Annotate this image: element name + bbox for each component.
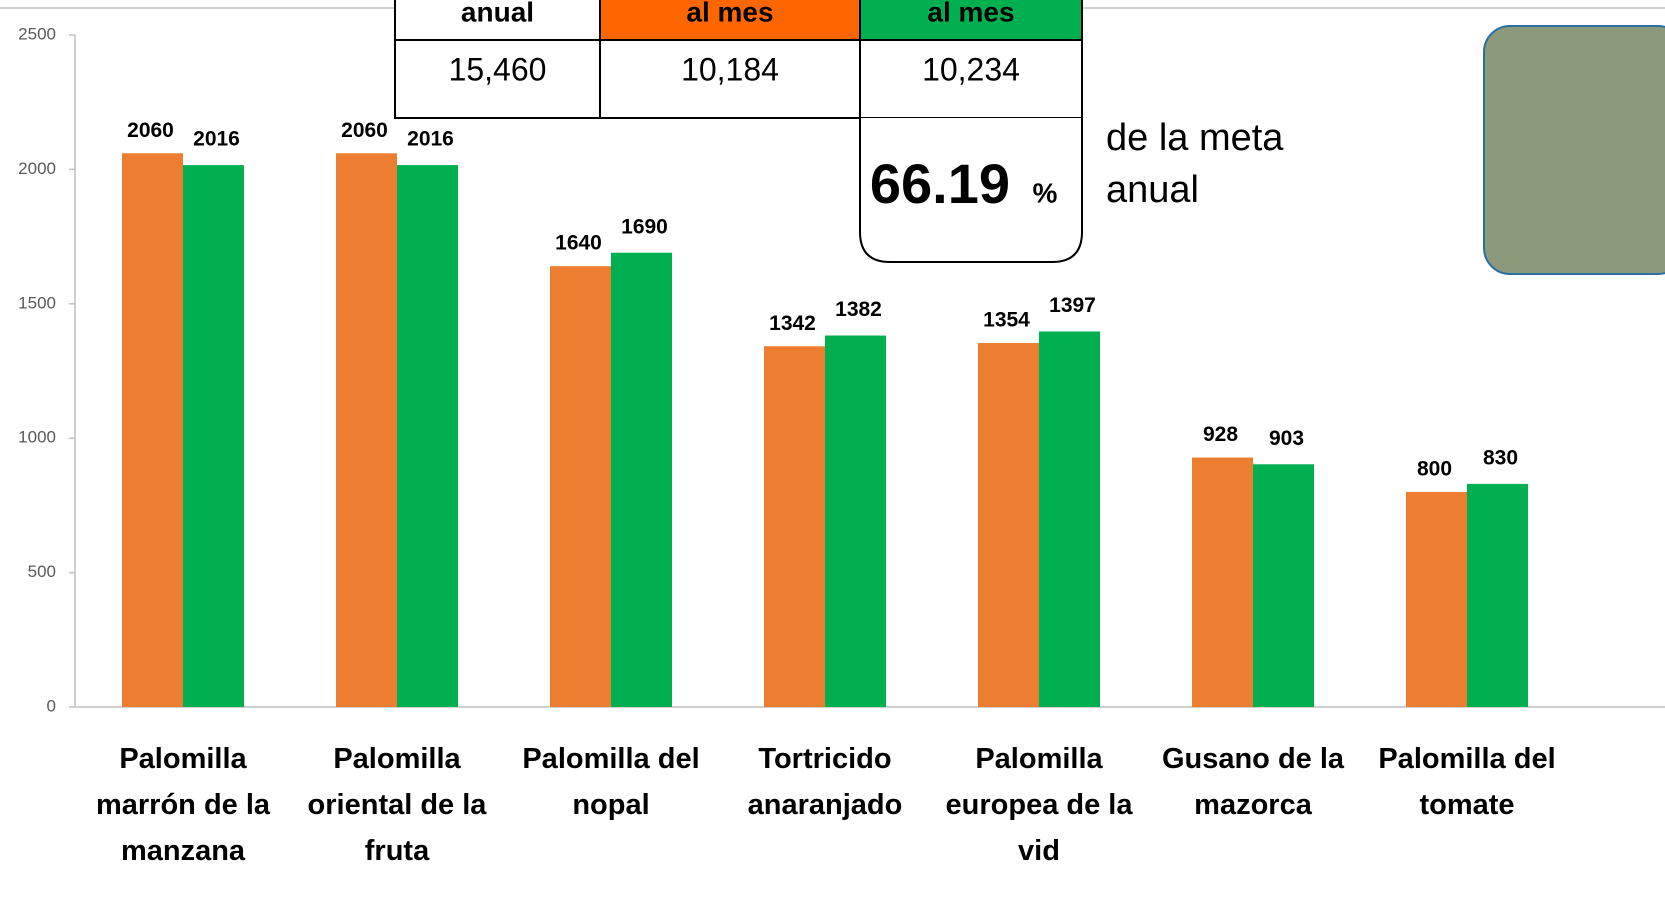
bar: [611, 252, 672, 707]
bar: [764, 346, 825, 707]
header-cell: [859, 0, 1083, 41]
bar: [183, 165, 244, 708]
bar: [1253, 464, 1314, 707]
data-label: 830: [1483, 446, 1518, 469]
data-label: 1382: [835, 298, 882, 321]
bar: [1467, 483, 1528, 707]
progress-value: 66.19: [870, 152, 1010, 215]
data-label: 1342: [769, 312, 816, 335]
data-label: 1354: [983, 309, 1030, 332]
data-label: 1397: [1049, 294, 1096, 317]
progress-unit: %: [1033, 177, 1058, 208]
y-tick-label: 1500: [18, 293, 56, 312]
header-text: al mes: [686, 0, 773, 27]
y-tick-label: 0: [47, 696, 56, 715]
x-tick-label: Palomilla del tomate: [1378, 743, 1556, 821]
value-text: 10,234: [922, 51, 1020, 87]
header-cell: [394, 0, 601, 41]
bar: [397, 165, 458, 708]
x-tick-label: Tortricido anaranjado: [747, 743, 903, 821]
value-cell: [859, 39, 1083, 119]
photo: [1483, 25, 1665, 275]
x-tick-label: Palomilla del nopal: [522, 743, 700, 821]
y-tick-label: 2000: [18, 159, 56, 178]
progress-caption: anual: [1106, 169, 1199, 211]
x-tick-label: Palomilla europea de la vid: [945, 743, 1133, 867]
y-tick-label: 1000: [18, 428, 56, 447]
header-text: anual: [461, 0, 534, 27]
bar: [1406, 491, 1467, 707]
x-tick-label: Gusano de la mazorca: [1161, 743, 1345, 821]
data-label: 2016: [407, 128, 454, 151]
bar: [550, 266, 611, 707]
data-label: 1640: [555, 232, 602, 255]
progress-caption: de la meta: [1106, 117, 1284, 159]
bar: [1039, 331, 1100, 707]
data-label: 2060: [127, 119, 174, 142]
value-cell: [599, 39, 861, 119]
bar: [978, 343, 1039, 707]
bar: [336, 153, 397, 708]
x-tick-label: Palomilla marrón de la manzana: [95, 743, 271, 867]
value-cell: [394, 39, 601, 119]
data-label: 2016: [193, 128, 240, 151]
data-label: 928: [1203, 423, 1238, 446]
summary-table: anual 15,460 al mes 10,184 al mes 10,234: [394, 0, 1083, 119]
data-label: 800: [1417, 458, 1452, 481]
bar: [1192, 457, 1253, 707]
y-tick-label: 2500: [18, 24, 56, 43]
value-text: 10,184: [681, 51, 779, 87]
data-label: 1690: [621, 215, 668, 238]
bar: [122, 153, 183, 708]
data-label: 903: [1269, 427, 1304, 450]
x-tick-label: Palomilla oriental de la fruta: [307, 743, 487, 867]
y-tick-label: 500: [28, 562, 56, 581]
progress-box: [859, 118, 1083, 263]
data-label: 2060: [341, 119, 388, 142]
header-text: al mes: [927, 0, 1014, 27]
value-text: 15,460: [449, 51, 547, 87]
bar: [825, 335, 886, 707]
